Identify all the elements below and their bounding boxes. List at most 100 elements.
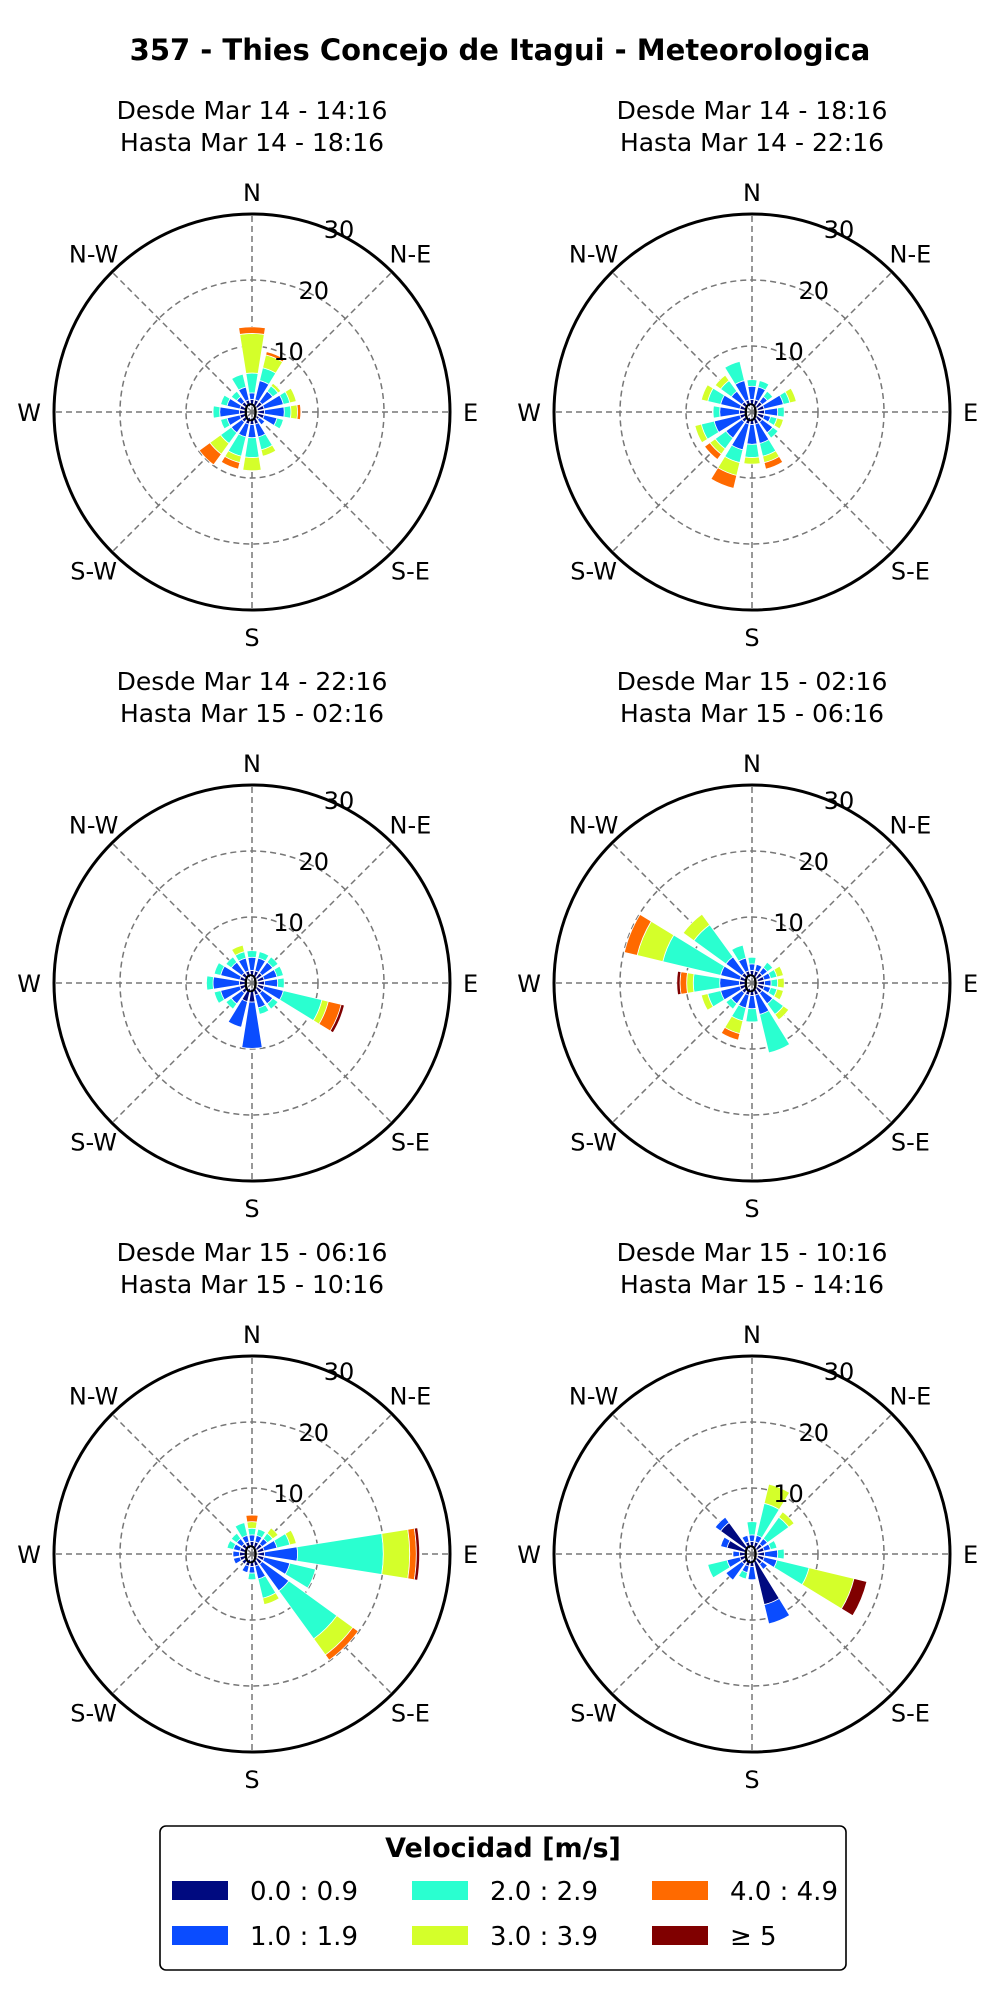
windrose-bar	[776, 1548, 785, 1560]
direction-label: S-W	[570, 1699, 617, 1727]
direction-label: S-W	[570, 557, 617, 585]
direction-label: E	[463, 399, 478, 427]
windrose-bar	[700, 993, 714, 1011]
outer-ring	[552, 1354, 952, 1754]
windrose-bar	[773, 417, 784, 430]
direction-label: S	[744, 1766, 759, 1794]
windrose-bar	[256, 416, 266, 426]
ring-label: 20	[799, 848, 830, 876]
ring-label: 10	[273, 909, 304, 937]
ring-label: 30	[324, 1358, 355, 1386]
windrose-bar	[266, 956, 279, 969]
windrose-bar	[257, 1004, 270, 1015]
grid-spoke	[611, 1553, 753, 1695]
windrose-bar	[232, 1556, 242, 1565]
windrose-bar	[226, 1539, 237, 1551]
ring-label: 0	[743, 970, 758, 998]
windrose-bar	[238, 326, 266, 335]
windrose-bar	[707, 1559, 731, 1579]
panel-subtitle: Hasta Mar 14 - 22:16	[620, 128, 884, 157]
direction-label: S-W	[70, 1699, 117, 1727]
legend-swatch-5	[652, 1926, 708, 1945]
windrose-bar	[284, 1562, 317, 1589]
grid-spoke	[111, 1553, 253, 1695]
ring-label: 0	[243, 970, 258, 998]
direction-label: S-W	[70, 557, 117, 585]
legend-label-4: 4.0 : 4.9	[730, 1877, 838, 1907]
windrose-bar	[230, 1532, 242, 1544]
direction-label: S	[744, 1195, 759, 1223]
ring-label: 20	[799, 277, 830, 305]
direction-label: N-E	[889, 241, 931, 269]
windrose-bar	[766, 426, 779, 439]
legend-swatch-1	[172, 1926, 228, 1945]
direction-label: N-W	[69, 1383, 118, 1411]
direction-label: N	[743, 750, 761, 778]
windrose-bar	[266, 997, 279, 1010]
grid-spoke	[751, 842, 893, 984]
windrose-bar	[763, 407, 779, 417]
panel-subtitle: Hasta Mar 15 - 02:16	[120, 699, 384, 728]
windrose-bar	[759, 1010, 791, 1054]
windrose-bar	[198, 442, 222, 466]
windrose-bar	[676, 970, 682, 996]
windrose-bar	[763, 1549, 779, 1559]
direction-label: S	[244, 1766, 259, 1794]
windrose-panels: Desde Mar 14 - 14:16 Hasta Mar 14 - 18:16…	[17, 96, 978, 1794]
direction-label: E	[463, 970, 478, 998]
windrose-bar	[284, 1529, 297, 1546]
grid-spoke	[111, 982, 253, 1124]
legend-label-5: ≥ 5	[730, 1922, 777, 1952]
legend-label-0: 0.0 : 0.9	[250, 1877, 358, 1907]
windrose-bar	[247, 956, 257, 972]
direction-label: W	[517, 970, 541, 998]
ring-label: 0	[243, 1541, 258, 1569]
outer-ring	[52, 212, 452, 612]
windrose-bar	[242, 456, 262, 472]
windrose-bar	[758, 1560, 769, 1571]
windrose-bars	[694, 360, 797, 489]
grid-spoke	[751, 271, 893, 413]
legend-label-1: 1.0 : 1.9	[250, 1922, 358, 1952]
outer-ring	[552, 783, 952, 1183]
windrose-bars	[623, 913, 791, 1054]
windrose-bar	[732, 1550, 741, 1558]
windrose-bar	[247, 1572, 257, 1581]
legend-swatch-2	[412, 1881, 468, 1900]
direction-label: W	[17, 1541, 41, 1569]
windrose-bar	[743, 456, 761, 465]
direction-label: N-E	[889, 812, 931, 840]
windrose-bar	[762, 961, 774, 973]
windrose-bar	[296, 403, 302, 421]
grid-spoke	[251, 411, 393, 553]
windrose-bar	[770, 978, 779, 988]
windrose-bar	[776, 406, 785, 418]
windrose-panel-0: Desde Mar 14 - 14:16 Hasta Mar 14 - 18:16…	[17, 96, 478, 652]
ring-label: 10	[773, 909, 804, 937]
direction-label: S-E	[391, 1128, 430, 1156]
windrose-bar	[679, 971, 688, 995]
direction-label: W	[17, 399, 41, 427]
panel-title: Desde Mar 14 - 22:16	[117, 667, 388, 696]
windrose-bar	[746, 379, 758, 388]
windrose-bar	[700, 384, 714, 402]
windrose-bar	[731, 944, 747, 962]
windrose-bar	[263, 978, 279, 988]
direction-label: N-W	[69, 812, 118, 840]
grid-spoke	[111, 842, 253, 984]
direction-label: N	[743, 1321, 761, 1349]
windrose-bar	[220, 455, 241, 470]
direction-label: S-E	[891, 1128, 930, 1156]
windrose-bar	[623, 913, 652, 956]
windrose-bar	[381, 1528, 411, 1580]
windrose-bar	[206, 975, 214, 991]
panel-subtitle: Hasta Mar 14 - 18:16	[120, 128, 384, 157]
direction-label: S-E	[391, 557, 430, 585]
windrose-bar	[763, 1597, 791, 1625]
windrose-bar	[220, 394, 231, 407]
grid-spoke	[251, 1413, 393, 1555]
windrose-bar	[692, 973, 721, 993]
windrose-bar	[725, 997, 738, 1010]
windrose-bar	[220, 417, 231, 430]
windrose-bar	[247, 1527, 257, 1536]
